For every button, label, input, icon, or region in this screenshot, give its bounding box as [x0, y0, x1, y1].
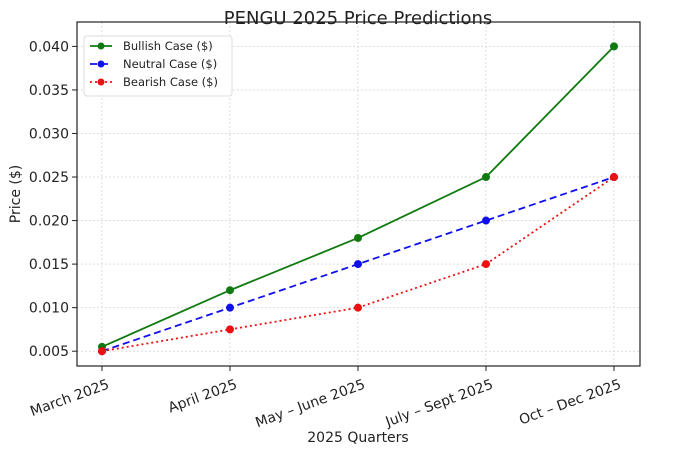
legend-label: Neutral Case ($)	[123, 57, 217, 71]
data-point	[610, 42, 618, 51]
data-point	[482, 173, 490, 182]
y-tick-label: 0.025	[29, 170, 69, 186]
y-axis-label: Price ($)	[8, 165, 24, 223]
data-point	[354, 260, 362, 269]
x-tick-label: July – Sept 2025	[383, 377, 496, 431]
data-point	[482, 260, 490, 269]
legend-marker	[97, 60, 105, 68]
data-point	[226, 286, 234, 295]
x-tick-label: March 2025	[28, 377, 111, 420]
chart-title: PENGU 2025 Price Predictions	[224, 8, 493, 29]
plot-frame	[76, 21, 641, 367]
series-group	[98, 42, 618, 356]
y-tick-label: 0.005	[29, 344, 69, 360]
legend: Bullish Case ($) Neutral Case ($) Bearish …	[83, 35, 233, 97]
data-point	[226, 303, 234, 312]
y-tick-label: 0.035	[29, 83, 69, 99]
legend-box	[83, 35, 233, 97]
x-tick-label: May – June 2025	[253, 377, 367, 432]
legend-label: Bearish Case ($)	[123, 75, 218, 89]
y-tick-label: 0.010	[29, 301, 69, 317]
y-axis: 0.005 0.010 0.015 0.020 0.025 0.030 0.035 0.040	[29, 39, 77, 360]
data-point	[610, 173, 618, 182]
grid	[77, 22, 640, 366]
x-tick-label: April 2025	[166, 377, 239, 417]
legend-label: Bullish Case ($)	[123, 39, 213, 53]
legend-marker	[97, 42, 105, 50]
data-point	[354, 233, 362, 242]
y-tick-label: 0.040	[29, 39, 69, 55]
y-tick-label: 0.030	[29, 126, 69, 142]
x-tick-label: Oct – Dec 2025	[517, 377, 623, 429]
legend-marker	[97, 78, 105, 86]
data-point	[354, 303, 362, 312]
data-point	[226, 325, 234, 334]
x-axis-label: 2025 Quarters	[307, 430, 408, 446]
data-point	[482, 216, 490, 225]
series-line-2	[101, 176, 615, 353]
data-point	[98, 347, 106, 356]
y-tick-label: 0.020	[29, 214, 69, 230]
x-axis: March 2025 April 2025 May – June 2025 July …	[28, 366, 623, 431]
y-tick-label: 0.015	[29, 257, 69, 273]
